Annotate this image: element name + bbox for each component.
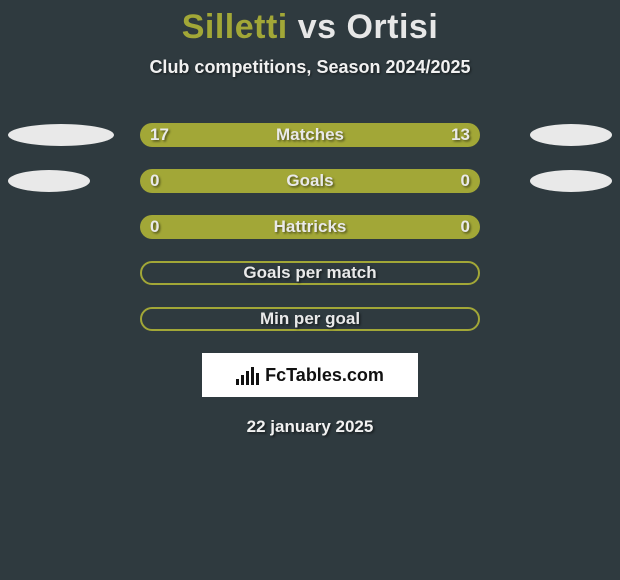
comparison-title: Silletti vs Ortisi xyxy=(0,0,620,47)
player1-name: Silletti xyxy=(182,8,288,46)
ellipse-right xyxy=(530,124,612,146)
date-text: 22 january 2025 xyxy=(0,417,620,437)
logo-box: FcTables.com xyxy=(202,353,418,397)
stat-row: Goals per match xyxy=(0,261,620,285)
stat-value-left: 17 xyxy=(150,123,169,147)
subtitle: Club competitions, Season 2024/2025 xyxy=(0,57,620,78)
logo-text: FcTables.com xyxy=(265,365,384,386)
stat-row: Min per goal xyxy=(0,307,620,331)
stat-value-right: 0 xyxy=(461,169,470,193)
stat-label: Hattricks xyxy=(140,215,480,239)
stat-rows: Matches1713Goals00Hattricks00Goals per m… xyxy=(0,123,620,331)
stat-row: Hattricks0 0 xyxy=(0,215,620,239)
stat-label: Matches xyxy=(140,123,480,147)
ellipse-left xyxy=(8,170,90,192)
logo-bars-icon xyxy=(236,365,259,385)
stat-value-right: 0 xyxy=(461,215,470,239)
ellipse-left xyxy=(8,124,114,146)
stat-label: Goals xyxy=(140,169,480,193)
player2-name: Ortisi xyxy=(346,8,438,46)
stat-row: Matches17 13 xyxy=(0,123,620,147)
infographic-canvas: Silletti vs Ortisi Club competitions, Se… xyxy=(0,0,620,580)
stat-value-left: 0 xyxy=(150,215,159,239)
stat-value-left: 0 xyxy=(150,169,159,193)
stat-value-right: 13 xyxy=(451,123,470,147)
vs-text: vs xyxy=(298,8,337,46)
ellipse-right xyxy=(530,170,612,192)
stat-label: Goals per match xyxy=(140,261,480,285)
stat-row: Goals0 0 xyxy=(0,169,620,193)
stat-label: Min per goal xyxy=(140,307,480,331)
